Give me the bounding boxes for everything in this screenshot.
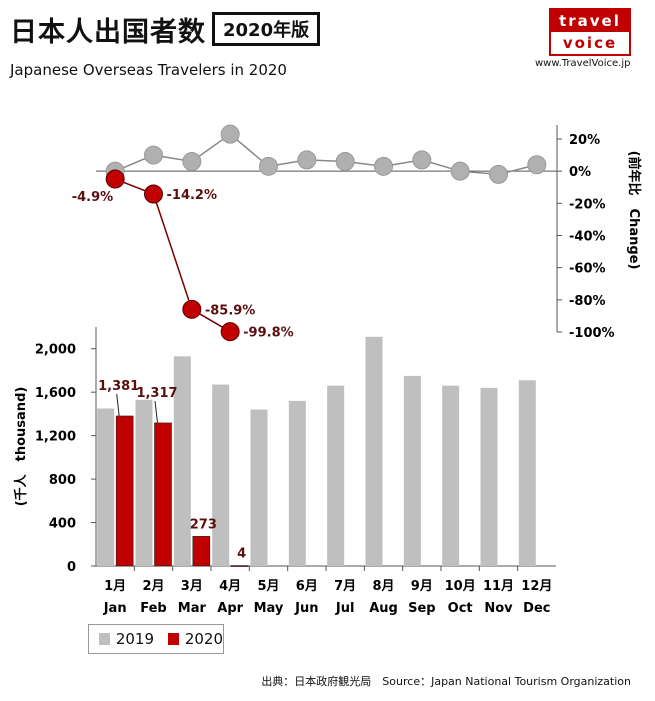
bar-2020-data-label: 4 [237, 547, 246, 562]
x-tick-label-jp: 6月 [296, 579, 318, 594]
legend-label-2019: 2019 [115, 630, 154, 648]
line-2020-data-label: -4.9% [72, 190, 113, 205]
x-tick-label-jp: 5月 [257, 579, 279, 594]
logo-bottom-text: voice [562, 34, 618, 52]
source-note: 出典：日本政府観光局 Source：Japan National Tourism… [261, 675, 631, 688]
line-2020 [114, 178, 231, 333]
bar-2019-Sep [403, 375, 421, 566]
bar-2019-Jun [288, 400, 306, 566]
line-2019-point-Jul [335, 152, 355, 172]
line-2019-point-Aug [374, 156, 393, 176]
data-label-leader [154, 400, 158, 423]
x-tick-label-en: Jun [294, 601, 318, 616]
line-2019-point-Mar [182, 152, 202, 172]
x-tick-label-jp: 8月 [372, 579, 394, 594]
line-y-tick-label: 20% [569, 133, 600, 148]
bar-y-tick-label: 800 [49, 473, 76, 488]
website-url: www.TravelVoice.jp [535, 58, 631, 69]
x-tick-label-jp: 7月 [334, 579, 356, 594]
bar-2020-Mar [192, 536, 211, 567]
line-y-tick-label: -20% [569, 197, 606, 212]
x-tick-label-jp: 10月 [445, 579, 476, 594]
line-2020-point-Jan [105, 169, 125, 189]
travelvoice-logo: travel voice [549, 8, 631, 56]
bar-2019-Nov [480, 387, 498, 566]
bar-2020-data-label: 1,317 [136, 386, 177, 401]
data-label-leader [116, 393, 120, 417]
bar-2019-Jan [97, 408, 115, 566]
bar-2020-data-label: 1,381 [98, 379, 139, 394]
x-tick-label-en: Apr [217, 601, 243, 616]
x-tick-label-en: Mar [178, 601, 207, 616]
x-tick-label-en: Jul [335, 601, 355, 616]
x-tick-label-jp: 11月 [483, 579, 514, 594]
line-y-tick-label: -80% [569, 294, 606, 309]
legend-swatch-2019 [99, 633, 110, 645]
legend-label-2020: 2020 [184, 630, 223, 648]
bar-2020-Jan [115, 415, 134, 567]
x-tick-label-jp: 1月 [104, 579, 126, 594]
chart-subtitle: Japanese Overseas Travelers in 2020 [10, 61, 287, 79]
line-y-tick-label: -100% [569, 326, 615, 341]
bar-2019-Oct [442, 385, 460, 566]
bar-y-tick-label: 1,600 [35, 386, 76, 401]
bar-2019-Feb [135, 399, 153, 566]
logo-top-text: travel [551, 10, 629, 32]
line-2019-point-Feb [144, 145, 163, 165]
line-2019-point-Oct [450, 161, 470, 181]
line-y-axis-label: (前年比 Change) [626, 151, 642, 270]
line-2019-point-Dec [527, 155, 547, 175]
bar-2019-Dec [518, 380, 536, 566]
line-2019-point-Nov [489, 164, 508, 184]
line-2020-data-label: -99.8% [243, 326, 294, 341]
bar-2020-data-label: 273 [190, 517, 217, 532]
line-2019-point-Sep [412, 150, 432, 170]
line-y-tick-label: -40% [569, 230, 606, 245]
year-badge: 2020年版 [212, 12, 321, 46]
x-tick-label-en: Nov [484, 601, 513, 616]
line-y-tick-label: 0% [569, 165, 591, 180]
x-tick-label-en: Sep [408, 601, 436, 616]
line-2019 [114, 133, 538, 176]
x-tick-label-en: Jan [103, 601, 127, 616]
bar-y-tick-label: 0 [67, 560, 76, 575]
line-2020-point-Mar [182, 299, 202, 319]
legend-swatch-2020 [168, 633, 179, 645]
bar-2019-Apr [212, 384, 230, 566]
bar-2020-Feb [154, 422, 172, 567]
bar-2019-May [250, 409, 268, 566]
x-tick-label-jp: 9月 [411, 579, 433, 594]
line-y-tick-label: -60% [569, 262, 606, 277]
line-2020-point-Feb [144, 184, 163, 204]
x-tick-label-en: Aug [369, 601, 398, 616]
x-tick-label-jp: 12月 [521, 579, 552, 594]
x-tick-label-en: Dec [523, 601, 550, 616]
line-2019-point-Jun [297, 150, 317, 170]
bar-2019-Jul [327, 385, 345, 566]
bar-y-tick-label: 1,200 [35, 430, 76, 445]
x-tick-label-jp: 4月 [219, 579, 241, 594]
x-tick-label-jp: 2月 [142, 579, 164, 594]
x-tick-label-en: May [254, 601, 284, 616]
bar-2019-Mar [173, 356, 191, 566]
legend: 2019 2020 [88, 624, 224, 654]
bar-y-axis-label: (千人 thousand) [13, 387, 29, 507]
line-2019-point-May [259, 156, 278, 176]
change-line-chart: 20% 0% -20% -40% -60% -80% -100% (前年比 Change) -4… [72, 124, 642, 342]
x-tick-label-en: Oct [448, 601, 473, 616]
bar-2020-Apr [230, 565, 249, 567]
line-2020-data-label: -14.2% [167, 188, 218, 203]
x-tick-label-jp: 3月 [181, 579, 203, 594]
x-tick-label-en: Feb [140, 601, 166, 616]
bar-2019-Aug [365, 336, 383, 566]
bar-y-tick-label: 2,000 [35, 343, 76, 358]
line-2019-point-Apr [220, 124, 240, 144]
chart-title: 日本人出国者数 [10, 17, 206, 48]
line-2020-data-label: -85.9% [205, 303, 256, 318]
bar-y-tick-label: 400 [49, 517, 76, 532]
line-2020-point-Apr [220, 322, 240, 342]
